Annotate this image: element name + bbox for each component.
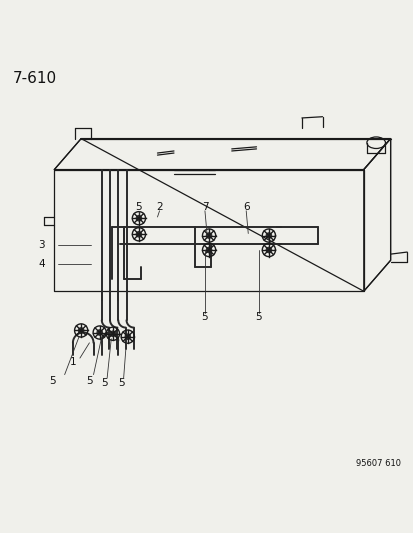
Text: 5: 5 <box>118 378 124 388</box>
Text: 95607 610: 95607 610 <box>355 459 400 468</box>
Text: 5: 5 <box>255 312 261 322</box>
Circle shape <box>266 247 271 253</box>
Circle shape <box>78 328 83 333</box>
Text: 4: 4 <box>38 260 45 270</box>
Text: 2: 2 <box>156 203 162 213</box>
Text: 5: 5 <box>86 376 93 386</box>
Circle shape <box>266 233 271 238</box>
Circle shape <box>125 334 130 340</box>
Circle shape <box>136 232 141 237</box>
Text: 5: 5 <box>201 312 208 322</box>
Text: 1: 1 <box>69 357 76 367</box>
Text: 7-610: 7-610 <box>13 70 57 85</box>
Text: 7: 7 <box>201 203 208 213</box>
Text: 5: 5 <box>49 376 55 386</box>
Text: 3: 3 <box>38 240 45 249</box>
Circle shape <box>110 331 115 336</box>
Text: 5: 5 <box>135 201 142 212</box>
Circle shape <box>206 233 211 238</box>
Circle shape <box>97 330 102 335</box>
Text: 6: 6 <box>242 203 249 213</box>
Circle shape <box>136 215 141 221</box>
Circle shape <box>206 247 211 253</box>
Text: 5: 5 <box>101 378 108 388</box>
